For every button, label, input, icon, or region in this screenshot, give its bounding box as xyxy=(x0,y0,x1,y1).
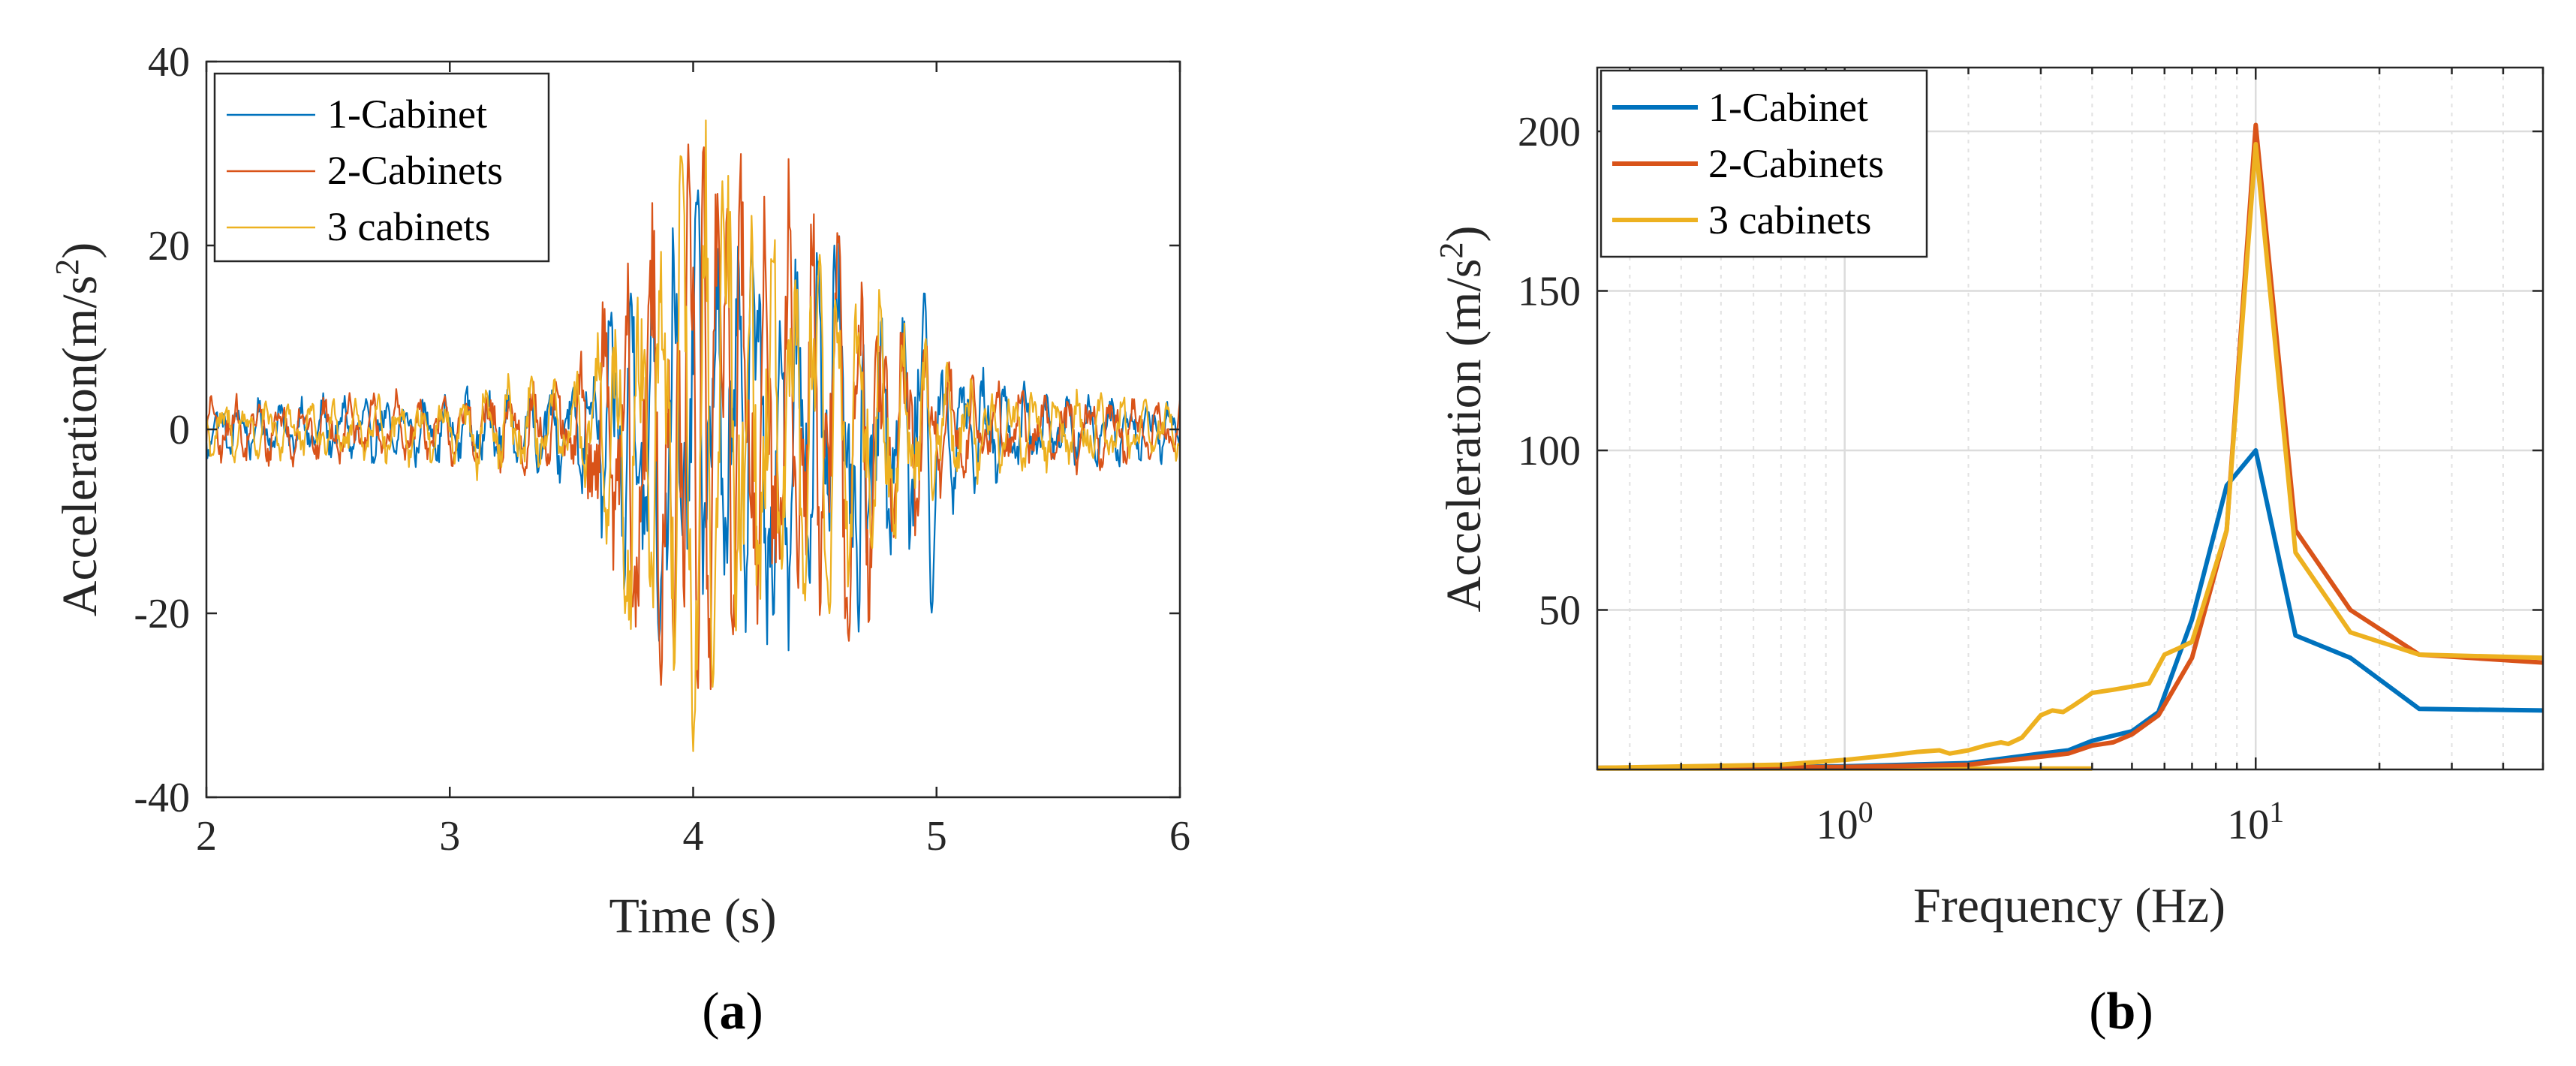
panel-b-grid xyxy=(1597,68,2544,769)
panel-a-axes xyxy=(205,60,1181,799)
panel-b-legend-label-1-cabinet: 1-Cabinet xyxy=(1708,85,1868,130)
panel-b-tick-labels: 100 101 50 100 150 200 xyxy=(1518,109,2284,848)
panel-a-y-tick-label: -20 xyxy=(134,591,190,637)
panel-b-legend: 1-Cabinet 2-Cabinets 3 cabinets xyxy=(1599,69,1928,258)
panel-a-legend: 1-Cabinet 2-Cabinets 3 cabinets xyxy=(213,72,550,263)
panel-b-series-group xyxy=(1596,122,2544,771)
panel-a-y-tick-label: 40 xyxy=(148,39,190,86)
panel-b-legend-label-2-cabinets: 2-Cabinets xyxy=(1708,141,1884,186)
panel-a-y-axis-label: Acceleration(m/s2) xyxy=(49,242,108,616)
panel-a-tick-labels: 2 3 4 5 6 -40 -20 0 20 40 xyxy=(134,39,1190,860)
panel-b-axes-box xyxy=(1596,66,2544,771)
panel-a-series-3-cabinets xyxy=(205,119,1181,752)
panel-b-y-axis-label: Acceleration (m/s2) xyxy=(1433,226,1492,613)
panel-a-series-1-cabinet xyxy=(205,189,1181,652)
panel-b-x-tick-label: 100 xyxy=(1816,795,1873,849)
panel-a-x-tick-label: 4 xyxy=(683,813,704,860)
panel-b-series-2-cabinets xyxy=(1596,122,2544,770)
panel-a-legend-label-3-cabinets: 3 cabinets xyxy=(327,204,490,249)
panel-b-spectrum: 100 101 50 100 150 200 Frequency (Hz) Acceler… xyxy=(1433,66,2544,1040)
panel-a-x-tick-label: 3 xyxy=(439,813,460,860)
panel-b-caption: (b) xyxy=(2089,983,2153,1040)
panel-a-legend-box xyxy=(213,72,550,263)
panel-b-y-tick-label: 50 xyxy=(1539,588,1581,634)
panel-a-x-tick-label: 2 xyxy=(196,813,217,860)
panel-a-caption: (a) xyxy=(702,983,763,1040)
panel-b-y-tick-label: 100 xyxy=(1518,428,1581,474)
panel-b-x-axis-label: Frequency (Hz) xyxy=(1913,878,2225,933)
panel-b-series-3-cabinets xyxy=(1596,142,2544,770)
panel-a-x-tick-label: 5 xyxy=(926,813,947,860)
panel-a-series-group xyxy=(205,119,1181,752)
panel-a-x-tick-label: 6 xyxy=(1169,813,1190,860)
panel-a-legend-label-1-cabinet: 1-Cabinet xyxy=(327,92,487,137)
panel-a-y-tick-label: 20 xyxy=(148,223,190,270)
panel-a-y-tick-label: -40 xyxy=(134,775,190,821)
panel-a-x-axis-label: Time (s) xyxy=(609,889,776,944)
panel-a-time-history: 2 3 4 5 6 -40 -20 0 20 40 Time (s) Acceleration(m… xyxy=(49,39,1191,1040)
panel-b-y-tick-label: 200 xyxy=(1518,109,1581,155)
panel-a-y-tick-label: 0 xyxy=(169,407,190,453)
panel-b-x-tick-label: 101 xyxy=(2227,795,2284,849)
panel-b-legend-label-3-cabinets: 3 cabinets xyxy=(1708,197,1871,242)
panel-b-y-tick-label: 150 xyxy=(1518,269,1581,315)
panel-a-legend-label-2-cabinets: 2-Cabinets xyxy=(327,148,503,193)
